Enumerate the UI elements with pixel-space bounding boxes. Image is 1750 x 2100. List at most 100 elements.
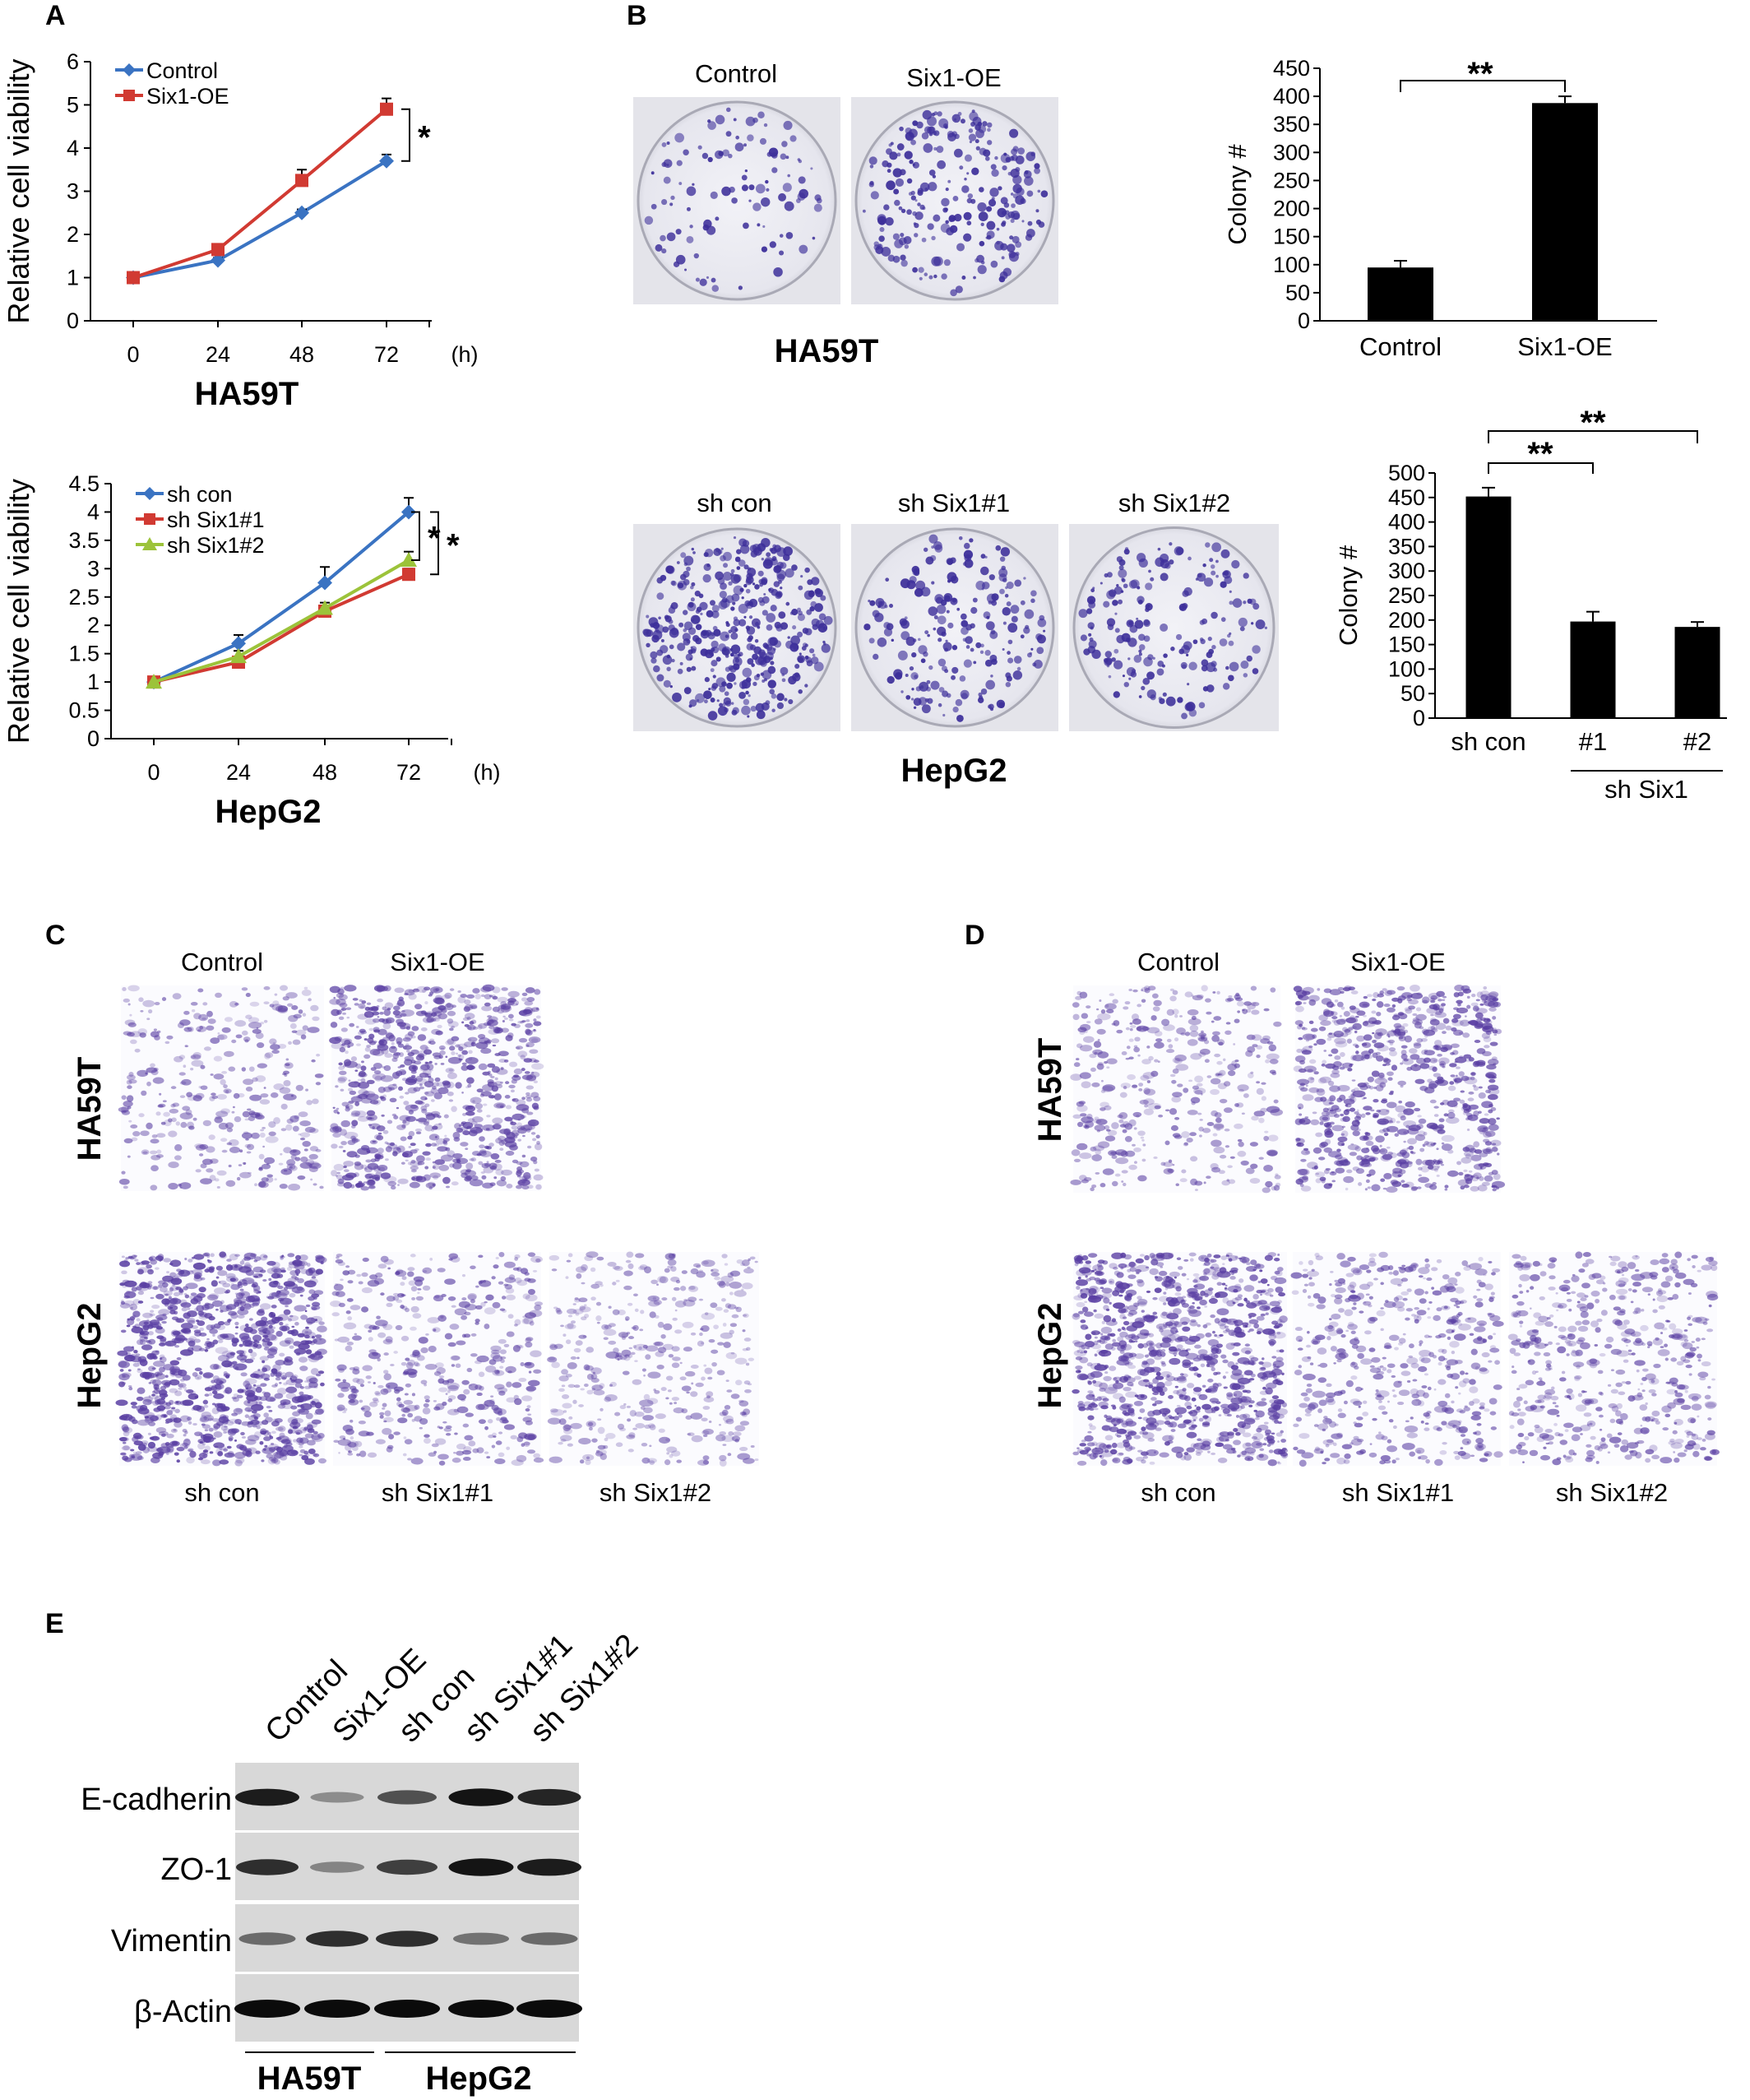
cell-spot: [289, 1429, 297, 1434]
cell-spot: [183, 1286, 188, 1291]
colony-dot: [1002, 220, 1007, 225]
cell-spot: [133, 1349, 138, 1354]
cell-spot: [234, 1439, 238, 1442]
cell-spot: [128, 1071, 134, 1078]
colony-dot: [669, 644, 674, 650]
cell-spot: [472, 1115, 484, 1123]
colony-dot: [926, 679, 931, 684]
cell-spot: [248, 1115, 256, 1121]
colony-dot: [1002, 267, 1012, 277]
colony-dot: [1251, 622, 1254, 625]
y-tick-label: 0: [1413, 706, 1425, 730]
cell-spot: [141, 1090, 147, 1096]
colony-dot: [703, 563, 711, 572]
cell-spot: [127, 1106, 132, 1110]
cell-spot: [516, 1122, 522, 1127]
cell-spot: [206, 1010, 213, 1018]
cell-spot: [254, 1113, 261, 1116]
cell-spot: [452, 1131, 461, 1139]
cell-spot: [119, 1436, 129, 1442]
cell-spot: [257, 1308, 265, 1314]
series-line: [153, 573, 410, 684]
panel-c-label-sh-six1-1: sh Six1#1: [382, 1478, 493, 1507]
cell-spot: [408, 1130, 415, 1137]
cell-spot: [287, 1416, 299, 1424]
colony-dot: [862, 209, 866, 213]
cell-spot: [438, 1123, 442, 1125]
colony-dot: [748, 600, 753, 606]
cell-spot: [127, 1074, 136, 1081]
cell-spot: [264, 1444, 268, 1448]
cell-spot: [1172, 1133, 1181, 1138]
cell-spot: [345, 1050, 349, 1055]
cell-spot: [492, 1370, 505, 1376]
cell-spot: [407, 1161, 412, 1166]
colony-dot: [708, 651, 713, 656]
colony-dot: [1088, 633, 1092, 637]
colony-dot: [892, 168, 902, 178]
cell-spot: [749, 1256, 756, 1260]
colony-dot: [942, 207, 948, 213]
colony-dot: [942, 690, 949, 698]
cell-spot: [137, 1291, 145, 1296]
cell-spot: [205, 1346, 211, 1350]
cell-spot: [213, 1287, 227, 1295]
cell-spot: [1134, 1036, 1141, 1042]
colony-dot: [712, 675, 716, 679]
cell-spot: [263, 1157, 275, 1165]
cell-spot: [429, 1069, 433, 1072]
cell-spot: [410, 1160, 416, 1164]
cell-spot: [223, 1389, 229, 1394]
cell-spot: [512, 1382, 522, 1388]
cell-spot: [158, 1103, 166, 1108]
colony-dot: [1030, 647, 1034, 651]
cell-spot: [377, 998, 383, 1003]
colony-dot: [950, 597, 958, 605]
cell-spot: [1265, 1059, 1271, 1064]
colony-dot: [743, 143, 747, 147]
cell-spot: [438, 1087, 449, 1095]
cell-spot: [382, 1388, 392, 1393]
colony-dot: [1145, 607, 1150, 613]
cell-spot: [681, 1385, 692, 1392]
colony-dot: [766, 188, 770, 192]
cell-spot: [405, 1026, 411, 1031]
cell-spot: [742, 1348, 748, 1351]
cell-spot: [387, 1084, 398, 1090]
cell-spot: [449, 1045, 456, 1051]
cell-spot: [382, 1129, 389, 1134]
cell-spot: [159, 1092, 162, 1096]
cell-spot: [565, 1276, 569, 1279]
cell-spot: [698, 1298, 704, 1301]
cell-spot: [472, 988, 480, 994]
cell-spot: [203, 1373, 212, 1379]
cell-spot: [123, 998, 130, 1003]
cell-spot: [229, 1418, 239, 1424]
cell-spot: [198, 1433, 204, 1436]
colony-dot: [759, 600, 766, 606]
cell-spot: [259, 1099, 271, 1105]
cell-spot: [501, 1169, 513, 1176]
cell-spot: [494, 1408, 507, 1416]
cell-spot: [150, 1184, 158, 1191]
colony-dot: [766, 151, 772, 157]
cell-spot: [260, 1093, 269, 1098]
cell-spot: [347, 1087, 354, 1092]
colony-dot: [793, 644, 799, 651]
cell-spot: [174, 1155, 182, 1161]
cell-spot: [243, 1256, 252, 1261]
colony-dot: [656, 592, 664, 600]
cell-spot: [1104, 1135, 1116, 1142]
cell-spot: [303, 1280, 317, 1288]
cell-spot: [536, 1140, 540, 1145]
cell-spot: [289, 1345, 294, 1349]
cell-spot: [270, 1092, 279, 1098]
cell-spot: [1189, 1030, 1199, 1037]
colony-dot: [690, 648, 697, 654]
colony-dot: [697, 145, 702, 150]
cell-spot: [690, 1412, 703, 1420]
cell-spot: [438, 1375, 445, 1379]
cell-spot: [375, 1392, 382, 1397]
cell-spot: [136, 1396, 144, 1402]
colony-dot: [691, 547, 694, 551]
